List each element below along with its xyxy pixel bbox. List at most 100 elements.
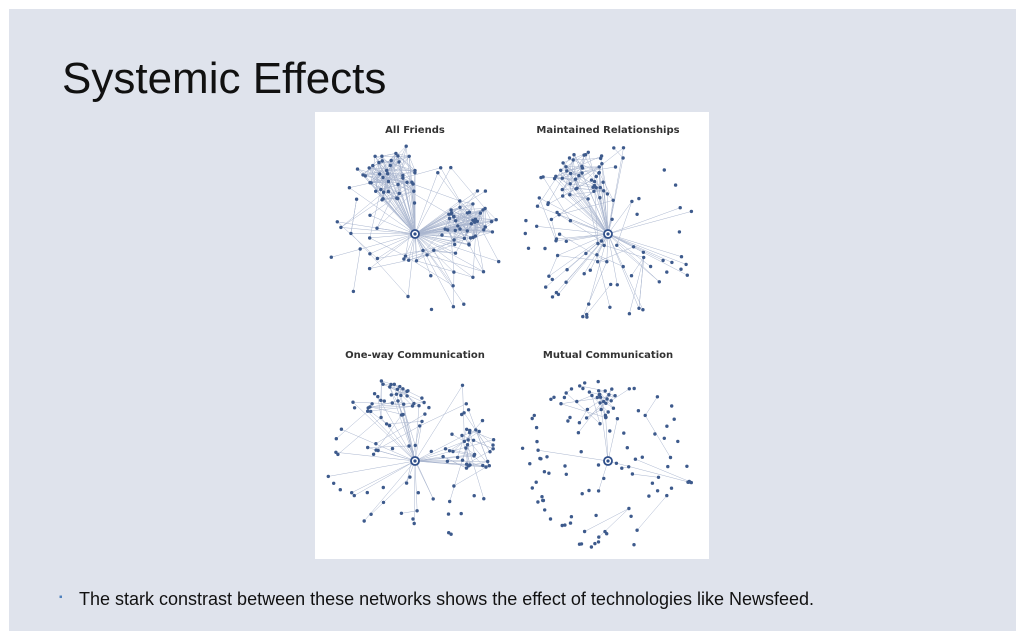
network-node (338, 488, 342, 492)
network-node (368, 405, 372, 409)
network-edge (414, 460, 434, 499)
network-edge (335, 452, 416, 462)
network-node (598, 395, 603, 399)
network-node (564, 472, 568, 476)
network-node (390, 401, 394, 405)
network-edge (555, 176, 609, 235)
network-node (395, 387, 400, 391)
network-node (669, 486, 674, 490)
network-edge (597, 246, 634, 262)
network-node (653, 432, 657, 436)
network-edge (369, 167, 412, 183)
network-node (605, 192, 610, 196)
network-node (456, 224, 460, 228)
ego-node-core (606, 459, 610, 463)
network-node (459, 511, 463, 516)
network-node (380, 159, 384, 163)
network-node (365, 490, 369, 495)
network-edge (376, 449, 416, 462)
network-edge (631, 257, 644, 276)
network-node (446, 512, 451, 516)
network-edge (369, 259, 409, 269)
network-edge (555, 176, 577, 190)
network-node (540, 495, 544, 499)
network-node (453, 251, 458, 255)
network-node (620, 466, 624, 470)
bullet-square-icon: ▪ (59, 592, 63, 603)
network-edge (341, 429, 416, 462)
network-edge (613, 147, 624, 159)
network-edge (595, 187, 609, 235)
network-node (335, 220, 339, 224)
network-node (541, 498, 546, 503)
network-edge (369, 237, 406, 257)
network-edge (414, 231, 493, 235)
network-edge (408, 156, 416, 171)
network-node (568, 193, 572, 197)
network-node (339, 427, 344, 431)
network-edge (405, 146, 416, 235)
network-node (607, 393, 611, 397)
network-node (547, 274, 551, 278)
network-node (489, 219, 494, 224)
network-edge (377, 396, 382, 418)
network-node (581, 386, 585, 391)
network-node (482, 228, 486, 232)
network-node (589, 545, 594, 549)
network-node (687, 480, 691, 484)
network-node (596, 241, 600, 246)
network-node (407, 258, 411, 262)
network-edge (616, 245, 660, 282)
network-edge (638, 257, 644, 309)
network-edge (396, 146, 407, 199)
network-node (401, 176, 405, 180)
network-node (661, 258, 665, 263)
network-edge (586, 284, 611, 315)
network-node (464, 446, 468, 450)
network-node (417, 404, 421, 408)
network-edge (596, 254, 611, 308)
network-node (537, 196, 541, 200)
network-node (577, 542, 582, 546)
network-node (483, 189, 488, 193)
network-node (541, 175, 545, 179)
network-node (557, 232, 562, 236)
network-node (685, 273, 689, 277)
network-node (407, 154, 411, 158)
network-node (575, 399, 579, 404)
network-edge (375, 162, 380, 192)
network-node (594, 513, 598, 518)
network-node (571, 158, 575, 162)
network-node (466, 464, 471, 468)
network-node (536, 500, 540, 504)
network-node (597, 535, 601, 539)
network-node (326, 474, 330, 479)
network-edge (583, 154, 597, 177)
panel-title-one-way-communication: One-way Communication (345, 350, 485, 361)
network-edge (554, 178, 609, 235)
network-edge (403, 249, 434, 260)
network-edge (536, 226, 609, 235)
network-node (630, 199, 634, 204)
network-node (576, 431, 581, 435)
network-node (588, 268, 592, 272)
network-edge (414, 385, 463, 462)
network-node (535, 439, 539, 444)
network-node (401, 173, 405, 178)
network-node (379, 415, 383, 420)
network-node (603, 413, 608, 417)
network-node (358, 247, 362, 251)
network-node (458, 205, 462, 209)
network-node (429, 274, 433, 278)
network-edge (375, 156, 410, 192)
network-node (555, 253, 560, 258)
network-node (475, 219, 479, 223)
network-edge (340, 191, 384, 228)
network-edge (455, 230, 493, 233)
network-node (423, 412, 427, 416)
network-node (632, 386, 636, 391)
network-edge (464, 420, 483, 442)
network-edge (548, 159, 574, 203)
network-node (666, 464, 670, 469)
network-node (585, 312, 589, 317)
